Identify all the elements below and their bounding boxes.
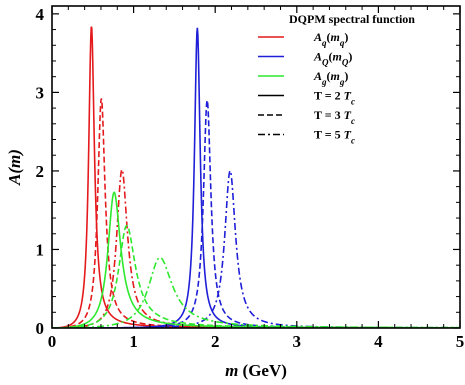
y-tick-label: 4 [36, 5, 45, 24]
legend-label: Aq(mq) [313, 30, 348, 48]
y-tick-label: 3 [36, 83, 45, 102]
legend-label: T = 3 Tc [314, 108, 355, 126]
y-tick-label: 2 [36, 162, 45, 181]
series-line-q-2Tc [52, 26, 460, 328]
y-tick-label: 1 [36, 240, 45, 259]
y-axis-title: A(m) [5, 149, 24, 186]
legend: DQPM spectral function Aq(mq) AQ(mQ)Ag(mg… [258, 12, 415, 146]
curves-layer [52, 26, 460, 328]
ticks-layer: 0 1 2 3 4 5 0 1 2 3 4 [36, 5, 465, 351]
series-line-q-3Tc [52, 98, 460, 328]
x-axis-title: m (GeV) [225, 361, 287, 380]
x-tick-label: 1 [129, 332, 138, 351]
x-tick-label: 2 [211, 332, 220, 351]
legend-label: AQ(mQ) [313, 50, 352, 68]
legend-title: DQPM spectral function [289, 12, 415, 26]
legend-label: T = 2 Tc [314, 89, 355, 107]
x-tick-label: 5 [456, 332, 465, 351]
x-tick-label: 0 [48, 332, 57, 351]
x-tick-label: 3 [293, 332, 302, 351]
x-tick-label: 4 [374, 332, 383, 351]
legend-label: Ag(mg) [313, 69, 348, 87]
y-tick-label: 0 [36, 319, 45, 338]
series-line-Q-2Tc [52, 27, 460, 328]
legend-label: T = 5 Tc [314, 128, 355, 146]
series-line-g-2Tc [52, 191, 460, 328]
plot-frame [51, 5, 461, 329]
